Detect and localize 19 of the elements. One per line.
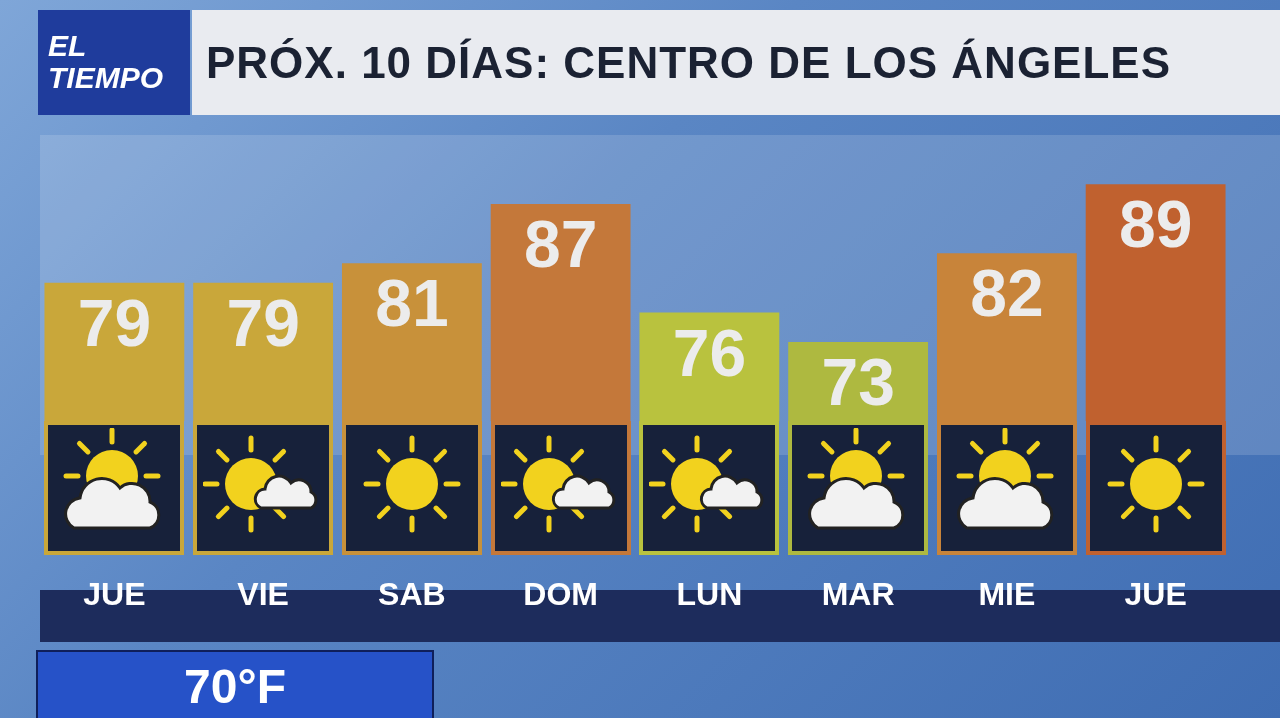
text: EL TIEMPO bbox=[38, 10, 190, 115]
data-label: 79 bbox=[77, 286, 152, 361]
x-tick-label: DOM bbox=[523, 576, 598, 613]
data-label: 79 bbox=[226, 286, 300, 361]
x-tick-label: MIE bbox=[978, 576, 1036, 613]
x-tick-label: LUN bbox=[676, 576, 743, 613]
data-label: 81 bbox=[375, 266, 449, 341]
temperature-panel: 70°F bbox=[36, 650, 434, 718]
data-label: 89 bbox=[1118, 187, 1193, 262]
chart-title: PRÓX. 10 DÍAS: CENTRO DE LOS ÁNGELES bbox=[192, 10, 1280, 115]
data-label: 76 bbox=[672, 315, 747, 390]
data-label: 87 bbox=[523, 207, 598, 282]
x-tick-label: JUE bbox=[1124, 576, 1187, 613]
x-tick-label: VIE bbox=[237, 576, 289, 613]
x-tick-label: MAR bbox=[821, 576, 895, 613]
x-tick-label: SAB bbox=[378, 576, 446, 613]
data-label: 82 bbox=[970, 256, 1044, 331]
data-label: 73 bbox=[821, 345, 895, 420]
x-tick-label: JUE bbox=[83, 576, 146, 613]
